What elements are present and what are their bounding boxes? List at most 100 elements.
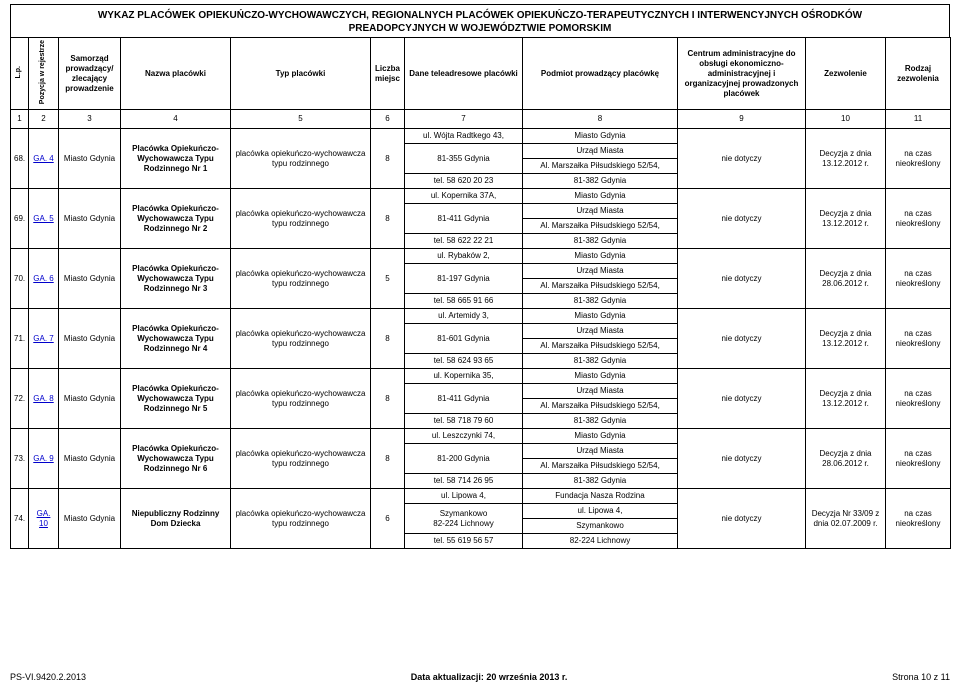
- cell-sam: Miasto Gdynia: [59, 369, 121, 429]
- cell-lp: 68.: [11, 129, 29, 189]
- cell-nazwa: Placówka Opiekuńczo-Wychowawcza Typu Rod…: [121, 249, 231, 309]
- col-typ: Typ placówki: [231, 38, 371, 110]
- cell-pod-city: Miasto Gdynia: [523, 189, 678, 204]
- cell-miejsc: 5: [371, 249, 405, 309]
- num-7: 7: [405, 110, 523, 129]
- registry-link[interactable]: GA. 7: [33, 334, 53, 343]
- footer-left: PS-VI.9420.2.2013: [10, 672, 86, 682]
- cell-nazwa: Niepubliczny Rodzinny Dom Dziecka: [121, 489, 231, 549]
- cell-pod-zip: 82-224 Lichnowy: [523, 534, 678, 549]
- cell-pod-zip: 81-382 Gdynia: [523, 174, 678, 189]
- cell-pod-urzad: Urząd Miasta: [523, 444, 678, 459]
- cell-pod-addr: Szymankowo: [523, 519, 678, 534]
- cell-miejsc: 8: [371, 129, 405, 189]
- cell-zez: Decyzja z dnia 28.06.2012 r.: [806, 249, 886, 309]
- cell-centrum: nie dotyczy: [678, 429, 806, 489]
- cell-tele-street: ul. Kopernika 35,: [405, 369, 523, 384]
- num-5: 5: [231, 110, 371, 129]
- cell-tele-street: ul. Leszczynki 74,: [405, 429, 523, 444]
- col-centrum: Centrum administracyjne do obsługi ekono…: [678, 38, 806, 110]
- num-3: 3: [59, 110, 121, 129]
- col-zezwolenie: Zezwolenie: [806, 38, 886, 110]
- header-row: L.p. Pozycja w rejestrze Samorząd prowad…: [11, 38, 951, 110]
- table-row: 70.GA. 6Miasto GdyniaPlacówka Opiekuńczo…: [11, 249, 951, 264]
- registry-link[interactable]: GA. 4: [33, 154, 53, 163]
- cell-pod-urzad: Urząd Miasta: [523, 264, 678, 279]
- num-10: 10: [806, 110, 886, 129]
- num-11: 11: [886, 110, 951, 129]
- cell-miejsc: 8: [371, 309, 405, 369]
- page-footer: PS-VI.9420.2.2013 Data aktualizacji: 20 …: [10, 672, 950, 682]
- registry-link[interactable]: GA. 9: [33, 454, 53, 463]
- cell-reg: GA. 8: [29, 369, 59, 429]
- cell-rodzaj: na czas nieokreślony: [886, 429, 951, 489]
- cell-lp: 69.: [11, 189, 29, 249]
- num-8: 8: [523, 110, 678, 129]
- cell-pod-addr: Al. Marszałka Piłsudskiego 52/54,: [523, 459, 678, 474]
- cell-zez: Decyzja z dnia 13.12.2012 r.: [806, 129, 886, 189]
- cell-tele-city: Szymankowo82-224 Lichnowy: [405, 504, 523, 534]
- cell-centrum: nie dotyczy: [678, 489, 806, 549]
- registry-link[interactable]: GA. 6: [33, 274, 53, 283]
- cell-nazwa: Placówka Opiekuńczo-Wychowawcza Typu Rod…: [121, 129, 231, 189]
- col-liczba: Liczba miejsc: [371, 38, 405, 110]
- registry-link[interactable]: GA. 5: [33, 214, 53, 223]
- cell-typ: placówka opiekuńczo-wychowawcza typu rod…: [231, 249, 371, 309]
- cell-centrum: nie dotyczy: [678, 189, 806, 249]
- cell-pod-city: Miasto Gdynia: [523, 429, 678, 444]
- cell-lp: 71.: [11, 309, 29, 369]
- cell-zez: Decyzja Nr 33/09 z dnia 02.07.2009 r.: [806, 489, 886, 549]
- cell-tele-city: 81-355 Gdynia: [405, 144, 523, 174]
- title-line-1: WYKAZ PLACÓWEK OPIEKUŃCZO-WYCHOWAWCZYCH,…: [98, 10, 862, 21]
- cell-tele-city: 81-411 Gdynia: [405, 384, 523, 414]
- cell-sam: Miasto Gdynia: [59, 489, 121, 549]
- cell-pod-city: Miasto Gdynia: [523, 129, 678, 144]
- cell-tele-phone: tel. 58 620 20 23: [405, 174, 523, 189]
- cell-tele-city: 81-197 Gdynia: [405, 264, 523, 294]
- cell-zez: Decyzja z dnia 13.12.2012 r.: [806, 369, 886, 429]
- number-row: 1 2 3 4 5 6 7 8 9 10 11: [11, 110, 951, 129]
- cell-reg: GA. 9: [29, 429, 59, 489]
- cell-rodzaj: na czas nieokreślony: [886, 249, 951, 309]
- registry-link[interactable]: GA. 10: [37, 509, 51, 528]
- cell-rodzaj: na czas nieokreślony: [886, 129, 951, 189]
- cell-nazwa: Placówka Opiekuńczo-Wychowawcza Typu Rod…: [121, 369, 231, 429]
- cell-nazwa: Placówka Opiekuńczo-Wychowawcza Typu Rod…: [121, 309, 231, 369]
- cell-typ: placówka opiekuńczo-wychowawcza typu rod…: [231, 369, 371, 429]
- cell-miejsc: 8: [371, 429, 405, 489]
- cell-centrum: nie dotyczy: [678, 249, 806, 309]
- cell-pod-zip: 81-382 Gdynia: [523, 414, 678, 429]
- cell-pod-urzad: ul. Lipowa 4,: [523, 504, 678, 519]
- registry-link[interactable]: GA. 8: [33, 394, 53, 403]
- num-6: 6: [371, 110, 405, 129]
- table-row: 71.GA. 7Miasto GdyniaPlacówka Opiekuńczo…: [11, 309, 951, 324]
- cell-centrum: nie dotyczy: [678, 309, 806, 369]
- cell-rodzaj: na czas nieokreślony: [886, 369, 951, 429]
- cell-pod-urzad: Urząd Miasta: [523, 324, 678, 339]
- cell-typ: placówka opiekuńczo-wychowawcza typu rod…: [231, 429, 371, 489]
- col-pozycja: Pozycja w rejestrze: [29, 38, 59, 110]
- cell-lp: 74.: [11, 489, 29, 549]
- table-row: 74.GA. 10Miasto GdyniaNiepubliczny Rodzi…: [11, 489, 951, 504]
- col-tele: Dane teleadresowe placówki: [405, 38, 523, 110]
- title-line-2: PREADOPCYJNYCH W WOJEWÓDZTWIE POMORSKIM: [349, 23, 612, 34]
- cell-typ: placówka opiekuńczo-wychowawcza typu rod…: [231, 309, 371, 369]
- page: WYKAZ PLACÓWEK OPIEKUŃCZO-WYCHOWAWCZYCH,…: [0, 0, 960, 688]
- col-rodzaj: Rodzaj zezwolenia: [886, 38, 951, 110]
- cell-miejsc: 8: [371, 189, 405, 249]
- cell-reg: GA. 6: [29, 249, 59, 309]
- cell-tele-street: ul. Wójta Radtkego 43,: [405, 129, 523, 144]
- num-4: 4: [121, 110, 231, 129]
- col-podmiot: Podmiot prowadzący placówkę: [523, 38, 678, 110]
- page-title: WYKAZ PLACÓWEK OPIEKUŃCZO-WYCHOWAWCZYCH,…: [10, 4, 950, 37]
- cell-tele-street: ul. Rybaków 2,: [405, 249, 523, 264]
- cell-pod-city: Fundacja Nasza Rodzina: [523, 489, 678, 504]
- cell-pod-zip: 81-382 Gdynia: [523, 474, 678, 489]
- cell-tele-street: ul. Kopernika 37A,: [405, 189, 523, 204]
- num-2: 2: [29, 110, 59, 129]
- footer-center: Data aktualizacji: 20 września 2013 r.: [411, 672, 568, 682]
- facilities-table: L.p. Pozycja w rejestrze Samorząd prowad…: [10, 37, 951, 549]
- cell-reg: GA. 4: [29, 129, 59, 189]
- cell-sam: Miasto Gdynia: [59, 189, 121, 249]
- cell-miejsc: 8: [371, 369, 405, 429]
